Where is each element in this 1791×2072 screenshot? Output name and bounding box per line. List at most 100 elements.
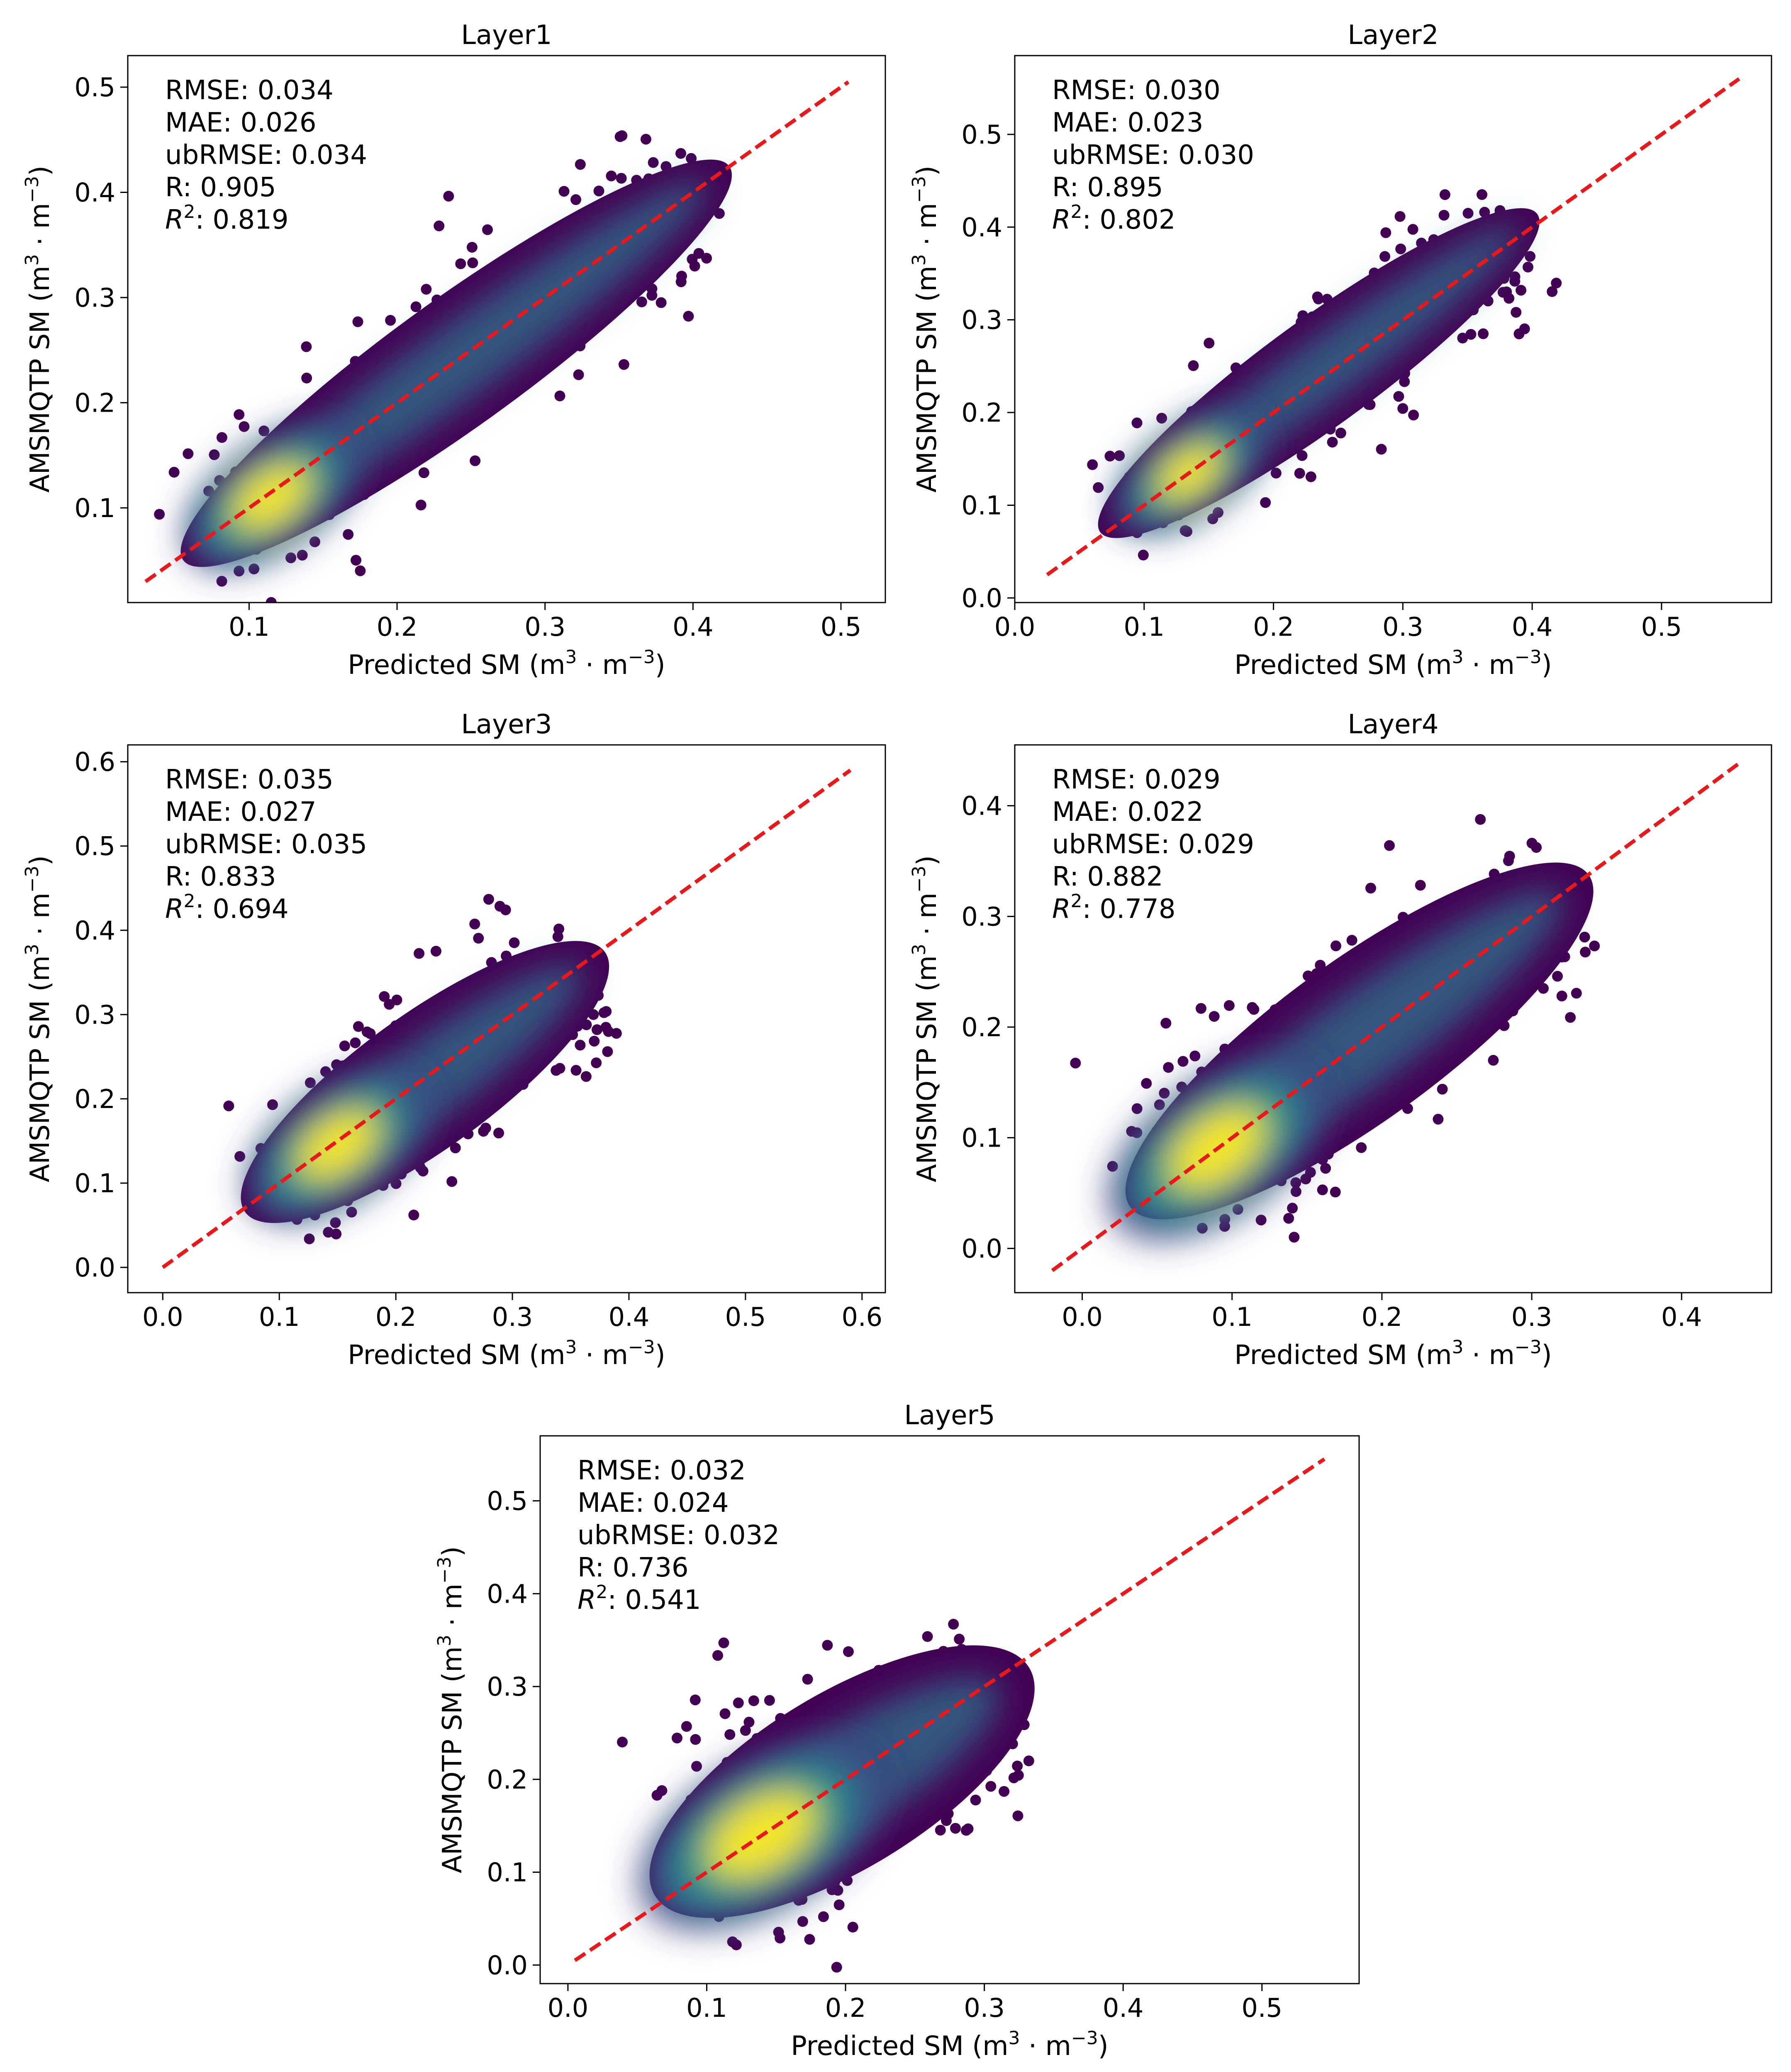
y-tick-label: 0.5 [487,1486,528,1516]
stat-line: RMSE: 0.032 [578,1455,746,1486]
data-point [471,399,482,410]
stat-line: MAE: 0.022 [1052,797,1204,827]
data-point [622,195,634,207]
x-label-part: −3 [628,647,655,668]
data-point [1457,332,1468,344]
data-point [355,565,366,576]
r2-symbol: R [165,894,183,925]
data-point [1333,1126,1344,1137]
stat-line: R: 0.905 [165,172,276,203]
data-point [1438,1045,1450,1056]
data-point [616,130,628,142]
data-point [553,923,565,935]
y-label-part: 3 [434,1635,455,1646]
data-point [618,359,629,370]
data-point [688,218,699,229]
data-point [443,1134,454,1145]
data-point [882,1668,893,1679]
data-point [1285,437,1296,448]
data-point [683,311,694,322]
data-point [714,208,725,219]
data-point [575,1040,586,1051]
data-point [1321,294,1333,305]
data-point [470,412,481,423]
data-point [1384,840,1395,851]
data-point [239,421,250,432]
data-point [1525,251,1536,262]
data-point [1356,1142,1367,1153]
data-point [431,294,443,305]
x-label-part: 3 [1452,647,1464,668]
stat-line: ubRMSE: 0.030 [1052,140,1254,171]
r2-value: : 0.778 [1082,894,1175,925]
data-point [580,1071,592,1082]
data-point [486,1080,497,1091]
data-point [352,316,363,327]
data-point [1571,900,1582,911]
data-point [873,1664,885,1676]
data-point [660,161,672,172]
data-point [339,1040,350,1052]
data-point [1525,872,1536,883]
x-tick-label: 0.0 [994,612,1036,642]
data-point [1483,220,1494,232]
data-point [415,500,426,511]
data-point [1131,417,1143,429]
data-point [981,1765,992,1776]
data-point [740,1725,751,1736]
panel-layer2: 0.0 0.1 0.2 0.3 0.4 0.5 0.0 0.1 0.2 0.3 0.4 0.5 Laye… [909,20,1772,681]
y-tick-label: 0.2 [74,1084,115,1114]
y-tick-label: 0.1 [487,1857,528,1888]
stat-line: MAE: 0.027 [165,797,317,827]
data-point [1283,1213,1294,1224]
stat-line: MAE: 0.024 [578,1488,729,1518]
y-tick-label: 0.2 [487,1764,528,1795]
data-point [646,290,658,301]
x-tick-label: 0.1 [1123,612,1165,642]
y-axis-label: AMSMQTP SM (m3 · m−3) [22,166,56,493]
data-point [1204,337,1215,349]
data-point [1362,955,1374,966]
y-label-part: ) [437,1546,468,1557]
data-point [1087,459,1098,470]
data-point [1317,1184,1328,1196]
scatter-cloud [223,894,622,1245]
data-point [1580,947,1591,958]
data-point [541,1039,553,1050]
data-point [1373,271,1384,282]
x-label-part: 3 [1009,2028,1020,2049]
data-point [486,957,497,968]
x-label-part: · m [1464,650,1515,681]
x-tick-label: 0.3 [1382,612,1423,642]
data-point [617,1736,628,1747]
data-point [1219,1043,1231,1054]
y-label-part: · m [25,893,56,944]
data-point [1307,311,1318,322]
x-label-part: 3 [565,1337,577,1358]
x-axis-label: Predicted SM (m3 · m−3) [1234,1337,1552,1371]
data-point [1209,1011,1220,1022]
data-point [1408,410,1419,421]
data-point [1552,971,1563,982]
y-axis-label: AMSMQTP SM (m3 · m−3) [909,855,943,1182]
data-point [581,1019,592,1030]
data-point [1547,286,1558,297]
data-point [1270,468,1282,479]
x-label-part: −3 [1071,2028,1098,2049]
data-point [301,341,312,352]
data-point [1394,211,1406,222]
data-point [1012,1760,1023,1772]
x-label-part: · m [1464,1340,1515,1371]
data-point [1131,1103,1143,1114]
x-label-part: · m [577,1340,628,1371]
data-point [1376,444,1387,455]
data-point [1494,205,1506,216]
x-label-part: 3 [565,647,577,668]
data-point [894,1820,905,1831]
data-point [616,173,627,184]
data-point [1416,237,1427,249]
x-label-part: −3 [628,1337,655,1358]
data-point [331,1228,342,1240]
data-point [267,1099,278,1110]
data-point [337,1060,348,1071]
